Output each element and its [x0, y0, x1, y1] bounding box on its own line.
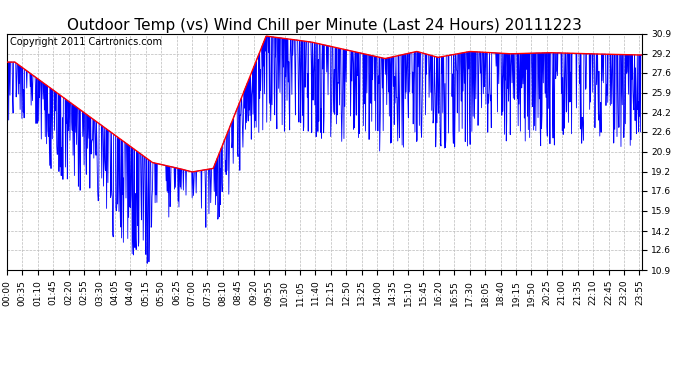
Title: Outdoor Temp (vs) Wind Chill per Minute (Last 24 Hours) 20111223: Outdoor Temp (vs) Wind Chill per Minute … — [67, 18, 582, 33]
Text: Copyright 2011 Cartronics.com: Copyright 2011 Cartronics.com — [10, 37, 162, 47]
